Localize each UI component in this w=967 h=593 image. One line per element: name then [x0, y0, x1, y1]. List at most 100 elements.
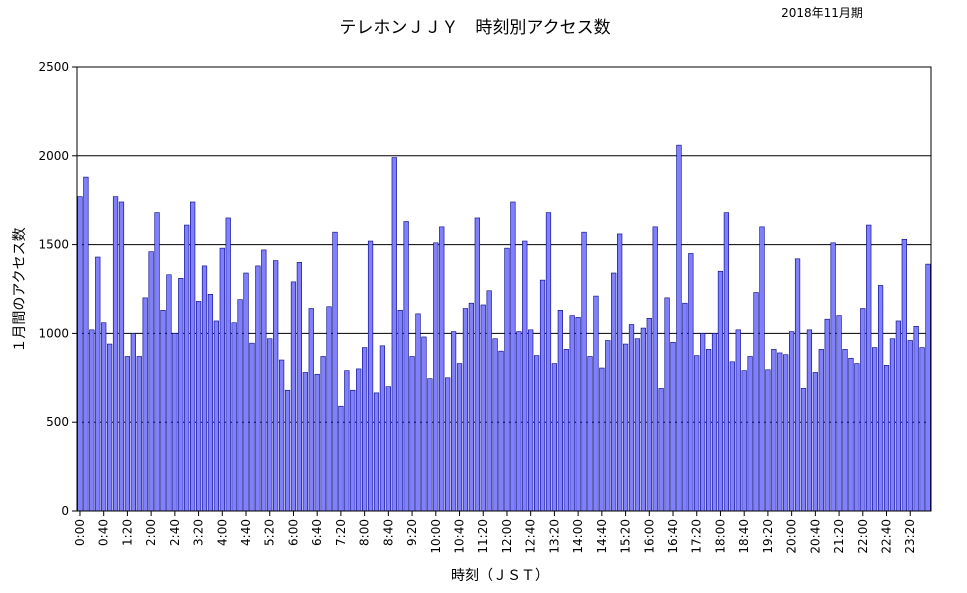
- x-tick-label: 15:20: [619, 519, 633, 554]
- x-tick-label: 8:00: [358, 519, 372, 546]
- bar: [362, 347, 368, 512]
- y-tick-label: 2000: [38, 149, 69, 163]
- bar: [344, 370, 350, 512]
- bar: [456, 363, 463, 512]
- y-tick-label: 1500: [38, 238, 69, 252]
- bar: [575, 317, 581, 512]
- bar: [249, 342, 255, 512]
- x-tick-label: 22:40: [880, 519, 894, 554]
- x-tick-label: 20:00: [785, 519, 799, 554]
- x-tick-label: 11:20: [476, 519, 490, 554]
- bar: [326, 306, 332, 512]
- bar: [332, 231, 338, 512]
- bar: [539, 279, 546, 512]
- bar: [723, 212, 730, 512]
- x-tick-label: 14:00: [571, 519, 585, 554]
- bar: [190, 201, 196, 512]
- bar: [557, 310, 563, 512]
- y-tick-label: 2500: [38, 60, 69, 74]
- y-tick-label: 500: [46, 415, 69, 429]
- bar: [593, 295, 599, 512]
- bar: [510, 201, 516, 512]
- bar: [421, 336, 427, 512]
- bar-series: [77, 144, 931, 512]
- bar: [777, 352, 783, 512]
- bar: [397, 310, 403, 512]
- bar: [101, 322, 107, 512]
- bar: [480, 304, 486, 512]
- x-tick-label: 18:00: [713, 519, 727, 554]
- bar: [866, 224, 872, 512]
- bar: [848, 357, 854, 512]
- y-tick-label: 1000: [38, 326, 69, 340]
- bar: [148, 251, 154, 512]
- bar: [753, 292, 759, 512]
- bar: [563, 349, 569, 512]
- bar: [794, 258, 801, 512]
- bar: [391, 157, 397, 512]
- bar: [468, 302, 474, 512]
- bar: [201, 265, 208, 512]
- bar: [237, 299, 243, 512]
- bar: [534, 355, 540, 512]
- x-tick-label: 16:40: [666, 519, 680, 554]
- bar: [883, 365, 890, 512]
- x-tick-label: 12:40: [524, 519, 538, 554]
- bar: [107, 343, 113, 512]
- bar: [409, 356, 415, 512]
- bar: [587, 356, 593, 512]
- bar: [427, 378, 433, 512]
- bar: [118, 201, 125, 512]
- bar: [314, 373, 320, 512]
- bar: [130, 333, 136, 512]
- bar: [800, 388, 807, 512]
- x-tick-label: 17:20: [690, 519, 704, 554]
- bar: [545, 212, 552, 512]
- x-axis-label: 時刻（ＪＳＴ）: [451, 568, 549, 584]
- bar: [255, 265, 261, 512]
- chart-title: テレホンＪＪＹ 時刻別アクセス数: [339, 18, 610, 38]
- bar: [83, 176, 89, 512]
- bar: [273, 260, 279, 512]
- bar: [267, 338, 273, 512]
- bar: [77, 196, 83, 512]
- bar: [504, 247, 510, 512]
- x-tick-label: 0:00: [73, 519, 87, 546]
- bar: [433, 242, 439, 512]
- bar: [112, 196, 119, 512]
- bar: [356, 368, 362, 512]
- x-tick-label: 0:40: [97, 519, 111, 546]
- bar: [569, 315, 575, 512]
- bar: [373, 392, 380, 512]
- bar: [160, 310, 166, 512]
- plot-frame: [76, 66, 932, 512]
- x-tick-label: 19:20: [761, 519, 775, 554]
- bar: [320, 356, 326, 512]
- bar: [919, 347, 925, 512]
- y-axis-label: １月間のアクセス数: [12, 227, 28, 352]
- x-tick-label: 5:20: [263, 519, 277, 546]
- bar: [474, 217, 480, 512]
- x-tick-label: 14:40: [595, 519, 609, 554]
- bar: [747, 356, 753, 512]
- x-tick-label: 13:20: [547, 519, 561, 554]
- x-tick-label: 21:20: [832, 519, 846, 554]
- bar: [729, 361, 735, 512]
- bar: [913, 325, 919, 512]
- bar: [617, 233, 623, 512]
- x-tick-label: 8:40: [381, 519, 395, 546]
- x-tick-label: 18:40: [737, 519, 751, 554]
- bar: [445, 377, 451, 512]
- bar: [231, 322, 237, 512]
- bar: [664, 297, 670, 512]
- bar: [676, 144, 682, 512]
- bar: [806, 329, 813, 512]
- bar: [439, 226, 445, 512]
- bar: [338, 405, 344, 512]
- bar: [184, 224, 190, 512]
- bar: [172, 333, 178, 512]
- bar: [759, 226, 765, 512]
- bar: [296, 262, 303, 512]
- bar: [688, 253, 694, 512]
- bar: [830, 242, 836, 512]
